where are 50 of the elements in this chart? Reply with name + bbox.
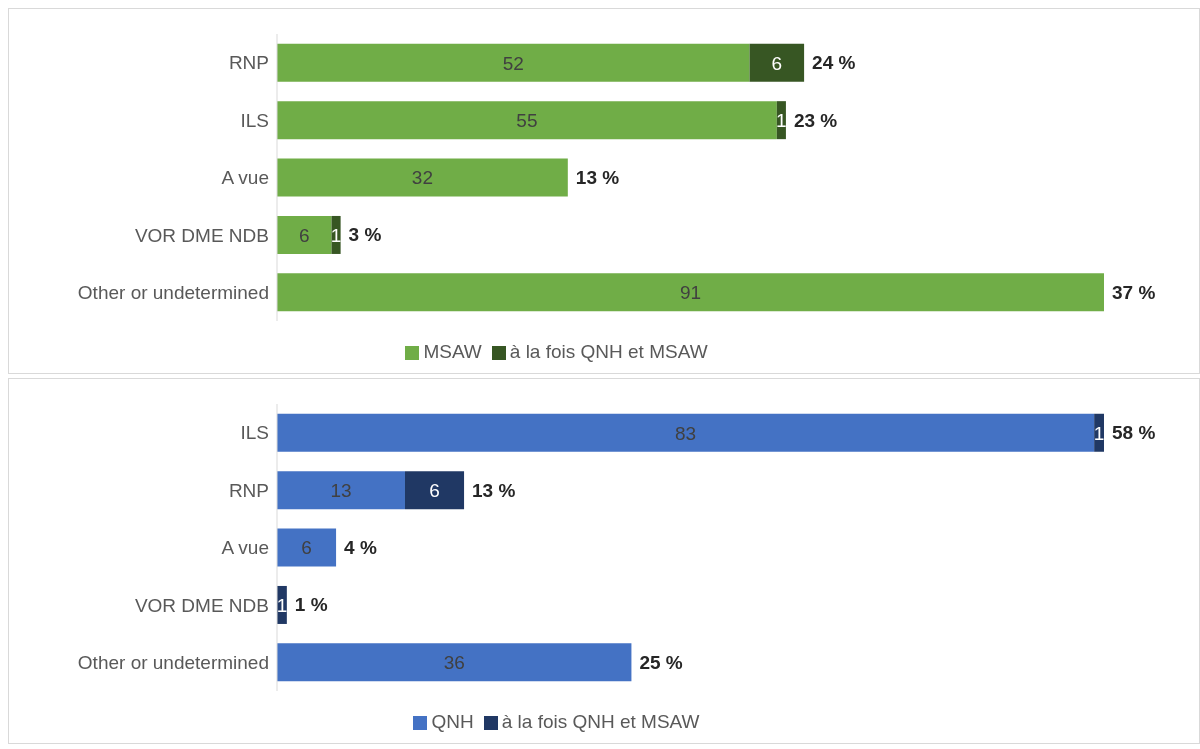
bar xyxy=(277,528,337,567)
legend-label: QNH xyxy=(431,711,474,732)
data-label: 6 xyxy=(429,479,440,501)
y-tick-label: RNP xyxy=(228,52,269,74)
bar xyxy=(277,643,632,682)
data-label: 1 xyxy=(330,224,342,246)
data-label: 1 xyxy=(276,594,288,616)
legend-label: MSAW xyxy=(423,341,482,362)
y-tick-label: Other or undetermined xyxy=(77,282,269,304)
data-label: 52 xyxy=(502,52,524,74)
data-label: 1 xyxy=(776,109,787,131)
y-tick-label: A vue xyxy=(221,167,269,189)
annotation: 37 % xyxy=(1112,281,1156,303)
y-tick-label: RNP xyxy=(228,479,269,501)
data-label: 6 xyxy=(301,537,312,559)
data-label: 91 xyxy=(679,282,702,304)
annotation: 1 % xyxy=(294,594,328,616)
y-tick-label: ILS xyxy=(240,109,269,131)
data-label: 83 xyxy=(675,422,697,444)
bar xyxy=(749,43,805,82)
y-tick-label: A vue xyxy=(221,537,269,559)
bar xyxy=(277,43,750,82)
data-label: 32 xyxy=(411,167,433,189)
annotation: 4 % xyxy=(344,537,377,558)
bar xyxy=(404,471,465,510)
y-tick-label: VOR DME NDB xyxy=(134,224,269,246)
data-label: 36 xyxy=(443,652,465,674)
bar xyxy=(277,471,405,510)
bar xyxy=(277,273,1104,312)
y-tick-label: ILS xyxy=(240,422,269,444)
data-label: 55 xyxy=(516,109,538,131)
bar xyxy=(277,413,1095,452)
bar xyxy=(277,158,568,197)
data-label: 1 xyxy=(1093,422,1105,444)
annotation: 3 % xyxy=(348,224,382,246)
annotation: 13 % xyxy=(575,167,620,188)
bar xyxy=(277,215,332,254)
legend-label: à la fois QNH et MSAW xyxy=(509,341,708,362)
annotation: 23 % xyxy=(793,109,838,131)
legend-label: à la fois QNH et MSAW xyxy=(501,711,700,732)
bar xyxy=(277,101,777,140)
data-label: 13 xyxy=(330,479,352,501)
annotation: 25 % xyxy=(639,651,683,673)
y-tick-label: VOR DME NDB xyxy=(134,594,269,616)
annotation: 24 % xyxy=(812,52,856,74)
annotation: 58 % xyxy=(1112,422,1156,444)
data-label: 6 xyxy=(298,224,310,246)
data-label: 6 xyxy=(771,52,783,74)
y-tick-label: Other or undetermined xyxy=(77,652,269,674)
annotation: 13 % xyxy=(472,479,516,501)
